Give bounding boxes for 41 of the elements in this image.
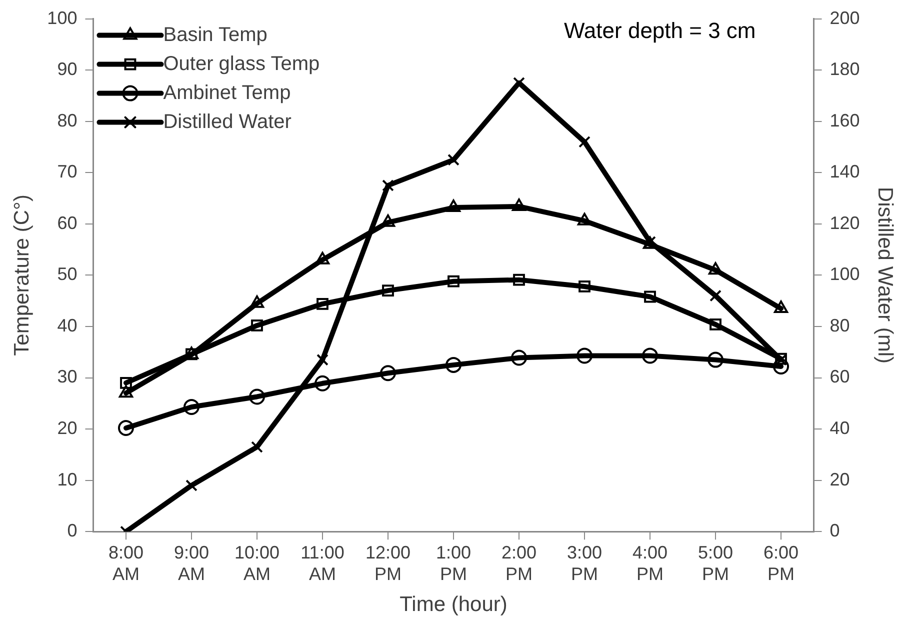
y2-tick-label: 180 [830, 59, 860, 80]
x-tick-label: 11:00 AM [300, 542, 344, 584]
y2-tick-label: 140 [830, 162, 860, 182]
y-tick-label: 100 [47, 8, 78, 28]
y2-tick-label: 20 [830, 469, 850, 490]
y2-tick-label: 60 [830, 366, 850, 387]
x-axis-title: Time (hour) [400, 593, 508, 616]
x-tick-label: 3:00 PM [566, 542, 602, 584]
y-tick-label: 50 [57, 264, 78, 284]
x-tick-label: 12:00 PM [365, 542, 411, 584]
annotation: Water depth = 3 cm [564, 18, 756, 43]
y2-tick-label: 120 [830, 212, 860, 233]
y-axis-title: Temperature (C°) [10, 194, 34, 356]
y-tick-label: 60 [57, 212, 78, 233]
y-tick-label: 90 [57, 59, 78, 80]
y2-tick-label: 80 [830, 315, 850, 336]
y-tick-label: 80 [57, 110, 78, 130]
y2-axis-title: Distilled Water (ml) [874, 186, 897, 364]
x-tick-label: 4:00 PM [632, 542, 668, 584]
y2-tick-label: 100 [830, 264, 860, 284]
legend-label: Basin Temp [163, 24, 268, 46]
y-tick-label: 0 [67, 520, 78, 541]
y-tick-label: 30 [57, 366, 78, 387]
x-tick-label: 5:00 PM [698, 542, 734, 584]
y2-tick-label: 200 [830, 8, 860, 28]
x-tick-label: 10:00 AM [234, 542, 280, 584]
legend-label: Outer glass Temp [163, 52, 320, 75]
x-tick-label: 6:00 PM [763, 542, 799, 584]
y2-tick-label: 40 [830, 418, 850, 438]
legend-label: Ambinet Temp [163, 82, 291, 104]
legend-label: Distilled Water [163, 110, 292, 133]
x-tick-label: 1:00 PM [436, 542, 472, 584]
y2-tick-label: 0 [830, 520, 840, 541]
x-tick-label: 8:00 AM [108, 542, 144, 584]
y-tick-label: 20 [57, 418, 78, 438]
y-tick-label: 70 [57, 162, 78, 182]
y2-tick-label: 160 [830, 110, 860, 130]
y-tick-label: 10 [57, 469, 78, 490]
x-tick-label: 2:00 PM [501, 542, 537, 584]
x-tick-label: 9:00 AM [174, 542, 210, 584]
y-tick-label: 40 [57, 315, 78, 336]
